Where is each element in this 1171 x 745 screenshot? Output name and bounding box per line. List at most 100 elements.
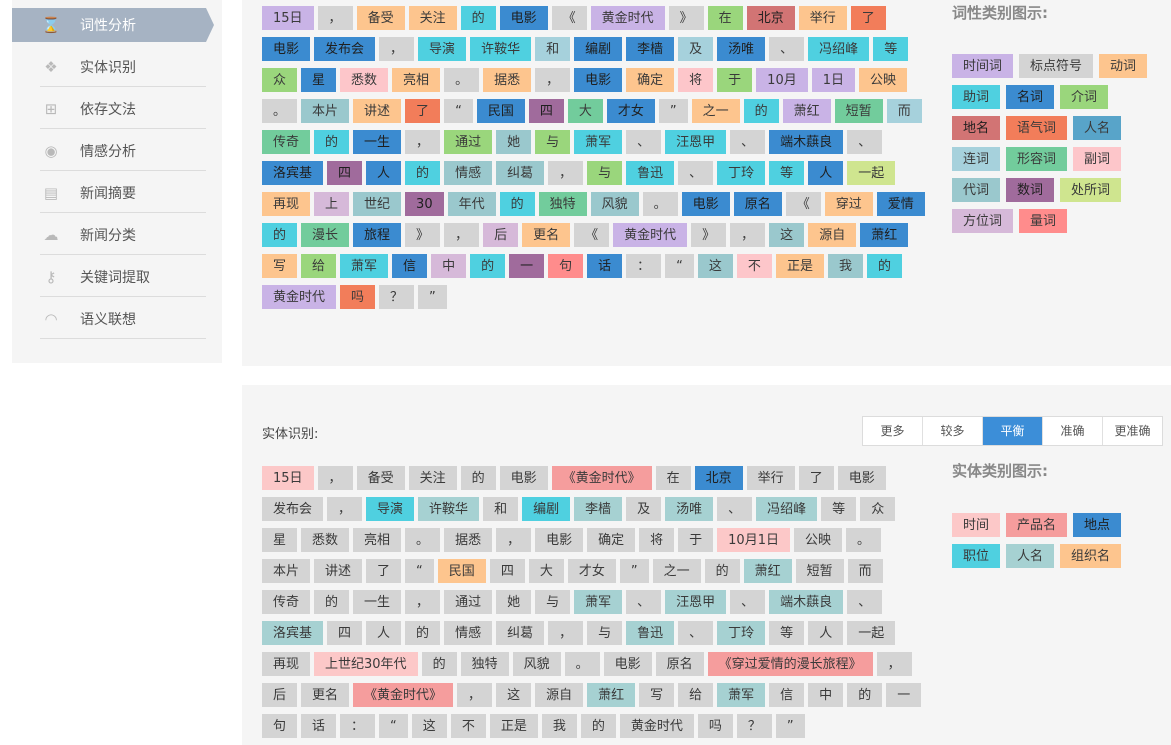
sidebar-item-0[interactable]: ⌛ 词性分析 — [12, 8, 214, 42]
pos-token: 将 — [678, 68, 714, 92]
pos-token: 情感 — [444, 161, 493, 185]
pos-token: 公映 — [859, 68, 908, 92]
pos-token: 汤唯 — [717, 37, 766, 61]
pos-legend-item: 助词 — [952, 85, 1001, 109]
pos-token: 》 — [691, 223, 727, 247]
ner-token: 上世纪30年代 — [314, 652, 418, 676]
ner-token: 、 — [626, 590, 662, 614]
ner-token: 我 — [541, 714, 577, 738]
sidebar-item-label: 依存文法 — [80, 101, 136, 118]
pos-legend-item: 处所词 — [1060, 178, 1122, 202]
pos-token: 萧军 — [574, 130, 623, 154]
pos-token: 备受 — [356, 6, 405, 30]
pos-token: 了 — [850, 6, 886, 30]
pos-token: 这 — [697, 254, 733, 278]
sidebar-item-3[interactable]: ◉ 情感分析 — [12, 130, 222, 171]
ner-token: 发布会 — [262, 497, 324, 521]
pos-token: 信 — [392, 254, 428, 278]
sidebar-item-2[interactable]: ⊞ 依存文法 — [12, 88, 222, 129]
precision-button-1[interactable]: 较多 — [923, 417, 983, 445]
pos-token: 大 — [567, 99, 603, 123]
ner-token: 她 — [496, 590, 532, 614]
pos-token: 我 — [827, 254, 863, 278]
ner-token: ， — [548, 621, 584, 645]
ner-token: 15日 — [262, 466, 314, 490]
pos-token: 电影 — [499, 6, 548, 30]
pos-legend-item: 地名 — [952, 116, 1001, 140]
pos-token: ， — [317, 6, 353, 30]
pos-legend-title: 词性类别图示: — [952, 4, 1048, 22]
ner-legend-title: 实体类别图示: — [952, 462, 1048, 480]
ner-token: 民国 — [437, 559, 486, 583]
ner-token: 一起 — [847, 621, 896, 645]
pos-token: 漫长 — [301, 223, 350, 247]
pos-token-list: 15日，备受 关注的电影《黄金时代》在北京 举行了电影 发布会，导演 许鞍华和编剧 李樯及… — [262, 6, 932, 309]
ner-token: 的 — [847, 683, 883, 707]
ner-token: 原名 — [655, 652, 704, 676]
sidebar-item-4[interactable]: ▤ 新闻摘要 — [12, 172, 222, 213]
ner-token: 。 — [564, 652, 600, 676]
sidebar-item-label: 词性分析 — [80, 18, 136, 34]
pos-token: 写 — [262, 254, 298, 278]
ner-token: 关注 — [408, 466, 457, 490]
pos-token: 、 — [678, 161, 714, 185]
sidebar-item-1[interactable]: ❖ 实体识别 — [12, 46, 222, 87]
ner-token: 人 — [366, 621, 402, 645]
pos-token: 源自 — [808, 223, 857, 247]
pos-token: 的 — [314, 130, 350, 154]
pos-token: ” — [418, 285, 447, 309]
pos-legend-item: 方位词 — [952, 209, 1014, 233]
wifi-icon: ◠ — [44, 309, 58, 328]
comments-icon: ☁ — [43, 225, 59, 244]
pos-token: 才女 — [606, 99, 655, 123]
pos-token: 电影 — [681, 192, 730, 216]
ner-token: ， — [317, 466, 353, 490]
ner-token: 电影 — [499, 466, 548, 490]
ner-token: 话 — [301, 714, 337, 738]
ner-legend-item: 人名 — [1006, 544, 1055, 568]
hourglass-icon: ⌛ — [41, 16, 61, 34]
ner-token: 10月1日 — [717, 528, 790, 552]
pos-token: 黄金时代 — [590, 6, 665, 30]
pos-token: 不 — [736, 254, 772, 278]
ner-token: 李樯 — [574, 497, 623, 521]
ner-token: 通过 — [444, 590, 493, 614]
ner-token: ， — [457, 683, 493, 707]
pos-token: 原名 — [733, 192, 782, 216]
pos-token: 等 — [873, 37, 909, 61]
ner-token: 吗 — [697, 714, 733, 738]
pos-legend-item: 连词 — [952, 147, 1001, 171]
ner-token: 的 — [405, 621, 441, 645]
precision-button-2[interactable]: 平衡 — [983, 417, 1043, 445]
ner-token: 才女 — [567, 559, 616, 583]
pos-token: ， — [379, 37, 415, 61]
ner-token: ， — [876, 652, 912, 676]
pos-token: 10月 — [756, 68, 808, 92]
pos-token: 《 — [551, 6, 587, 30]
sidebar-item-6[interactable]: ⚷ 关键词提取 — [12, 256, 222, 297]
ner-token-list: 15日，备受 关注的电影 《黄金时代》在北京 举行了电影 发布会，导演 许鞍华和编剧 李樯及… — [262, 466, 932, 738]
sidebar-item-7[interactable]: ◠ 语义联想 — [12, 298, 222, 339]
precision-button-3[interactable]: 准确 — [1043, 417, 1103, 445]
ner-token: 《黄金时代》 — [551, 466, 652, 490]
ner-token: 电影 — [535, 528, 584, 552]
ner-panel: 实体识别: 更多 较多 平衡 准确 更准确 15日，备受 关注的电影 《黄金时代》在北京 举行… — [242, 385, 1171, 745]
ner-token: 短暂 — [795, 559, 844, 583]
pos-token: 的 — [499, 192, 535, 216]
ner-token: 汪恩甲 — [665, 590, 727, 614]
pos-token: 电影 — [262, 37, 311, 61]
pos-token: 与 — [587, 161, 623, 185]
ner-token: 了 — [798, 466, 834, 490]
pos-token: 话 — [587, 254, 623, 278]
pos-token: 导演 — [418, 37, 467, 61]
ner-token: 星 — [262, 528, 298, 552]
sidebar-divider — [40, 254, 206, 255]
precision-button-4[interactable]: 更准确 — [1103, 417, 1162, 445]
pos-token: 一生 — [353, 130, 402, 154]
pos-token: 、 — [847, 130, 883, 154]
pos-token: 15日 — [262, 6, 314, 30]
pos-token: 黄金时代 — [613, 223, 688, 247]
ner-token: 后 — [262, 683, 298, 707]
precision-button-0[interactable]: 更多 — [863, 417, 923, 445]
sidebar-item-5[interactable]: ☁ 新闻分类 — [12, 214, 222, 255]
